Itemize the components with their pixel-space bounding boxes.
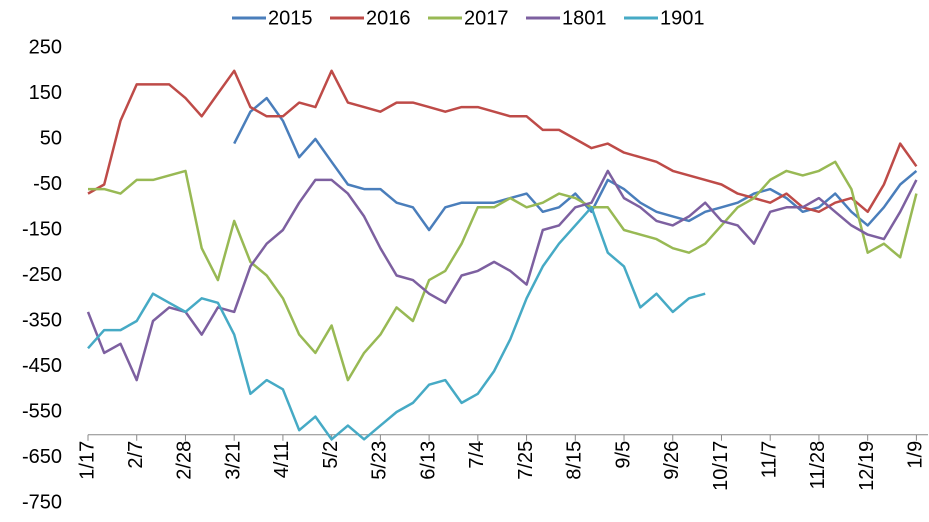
legend-label: 2015 bbox=[268, 7, 313, 29]
x-tick-label: 9/5 bbox=[612, 441, 634, 469]
y-tick-label: -450 bbox=[22, 355, 62, 377]
x-tick-label: 1/9 bbox=[905, 441, 927, 469]
series-line bbox=[233, 96, 918, 232]
y-tick-label: -550 bbox=[22, 400, 62, 422]
y-tick-label: -750 bbox=[22, 491, 62, 513]
x-tick-label: 11/28 bbox=[807, 441, 829, 490]
legend-label: 1801 bbox=[562, 7, 607, 29]
x-tick-label: 4/11 bbox=[271, 441, 293, 478]
y-tick-label: -50 bbox=[33, 173, 62, 195]
y-tick-label: -350 bbox=[22, 309, 62, 331]
x-tick-label: 5/2 bbox=[320, 441, 342, 469]
x-tick-label: 12/19 bbox=[856, 441, 878, 491]
legend-label: 2017 bbox=[464, 7, 509, 29]
y-tick-label: -150 bbox=[22, 218, 62, 240]
x-tick-label: 1/17 bbox=[76, 441, 98, 480]
x-tick-label: 7/4 bbox=[466, 441, 488, 469]
series-line bbox=[87, 206, 706, 441]
y-tick-label: 50 bbox=[40, 127, 62, 149]
legend-label: 1901 bbox=[660, 7, 705, 29]
series-line bbox=[87, 69, 918, 214]
y-tick-label: -250 bbox=[22, 264, 62, 286]
y-tick-label: -650 bbox=[22, 446, 62, 468]
x-tick-label: 8/15 bbox=[564, 441, 586, 480]
legend-label: 2016 bbox=[366, 7, 411, 29]
x-tick-label: 11/7 bbox=[758, 441, 780, 478]
y-tick-label: 250 bbox=[29, 36, 62, 58]
series-line bbox=[88, 160, 918, 382]
x-tick-label: 7/25 bbox=[515, 441, 537, 480]
x-tick-label: 6/13 bbox=[417, 441, 439, 480]
y-tick-label: 150 bbox=[29, 82, 62, 104]
x-tick-label: 2/7 bbox=[125, 441, 147, 469]
series-line bbox=[86, 169, 918, 382]
x-tick-label: 9/26 bbox=[661, 441, 683, 480]
x-tick-label: 5/23 bbox=[369, 441, 391, 480]
x-tick-label: 10/17 bbox=[710, 441, 732, 491]
x-tick-label: 3/21 bbox=[222, 441, 244, 480]
x-tick-label: 2/28 bbox=[174, 441, 196, 480]
